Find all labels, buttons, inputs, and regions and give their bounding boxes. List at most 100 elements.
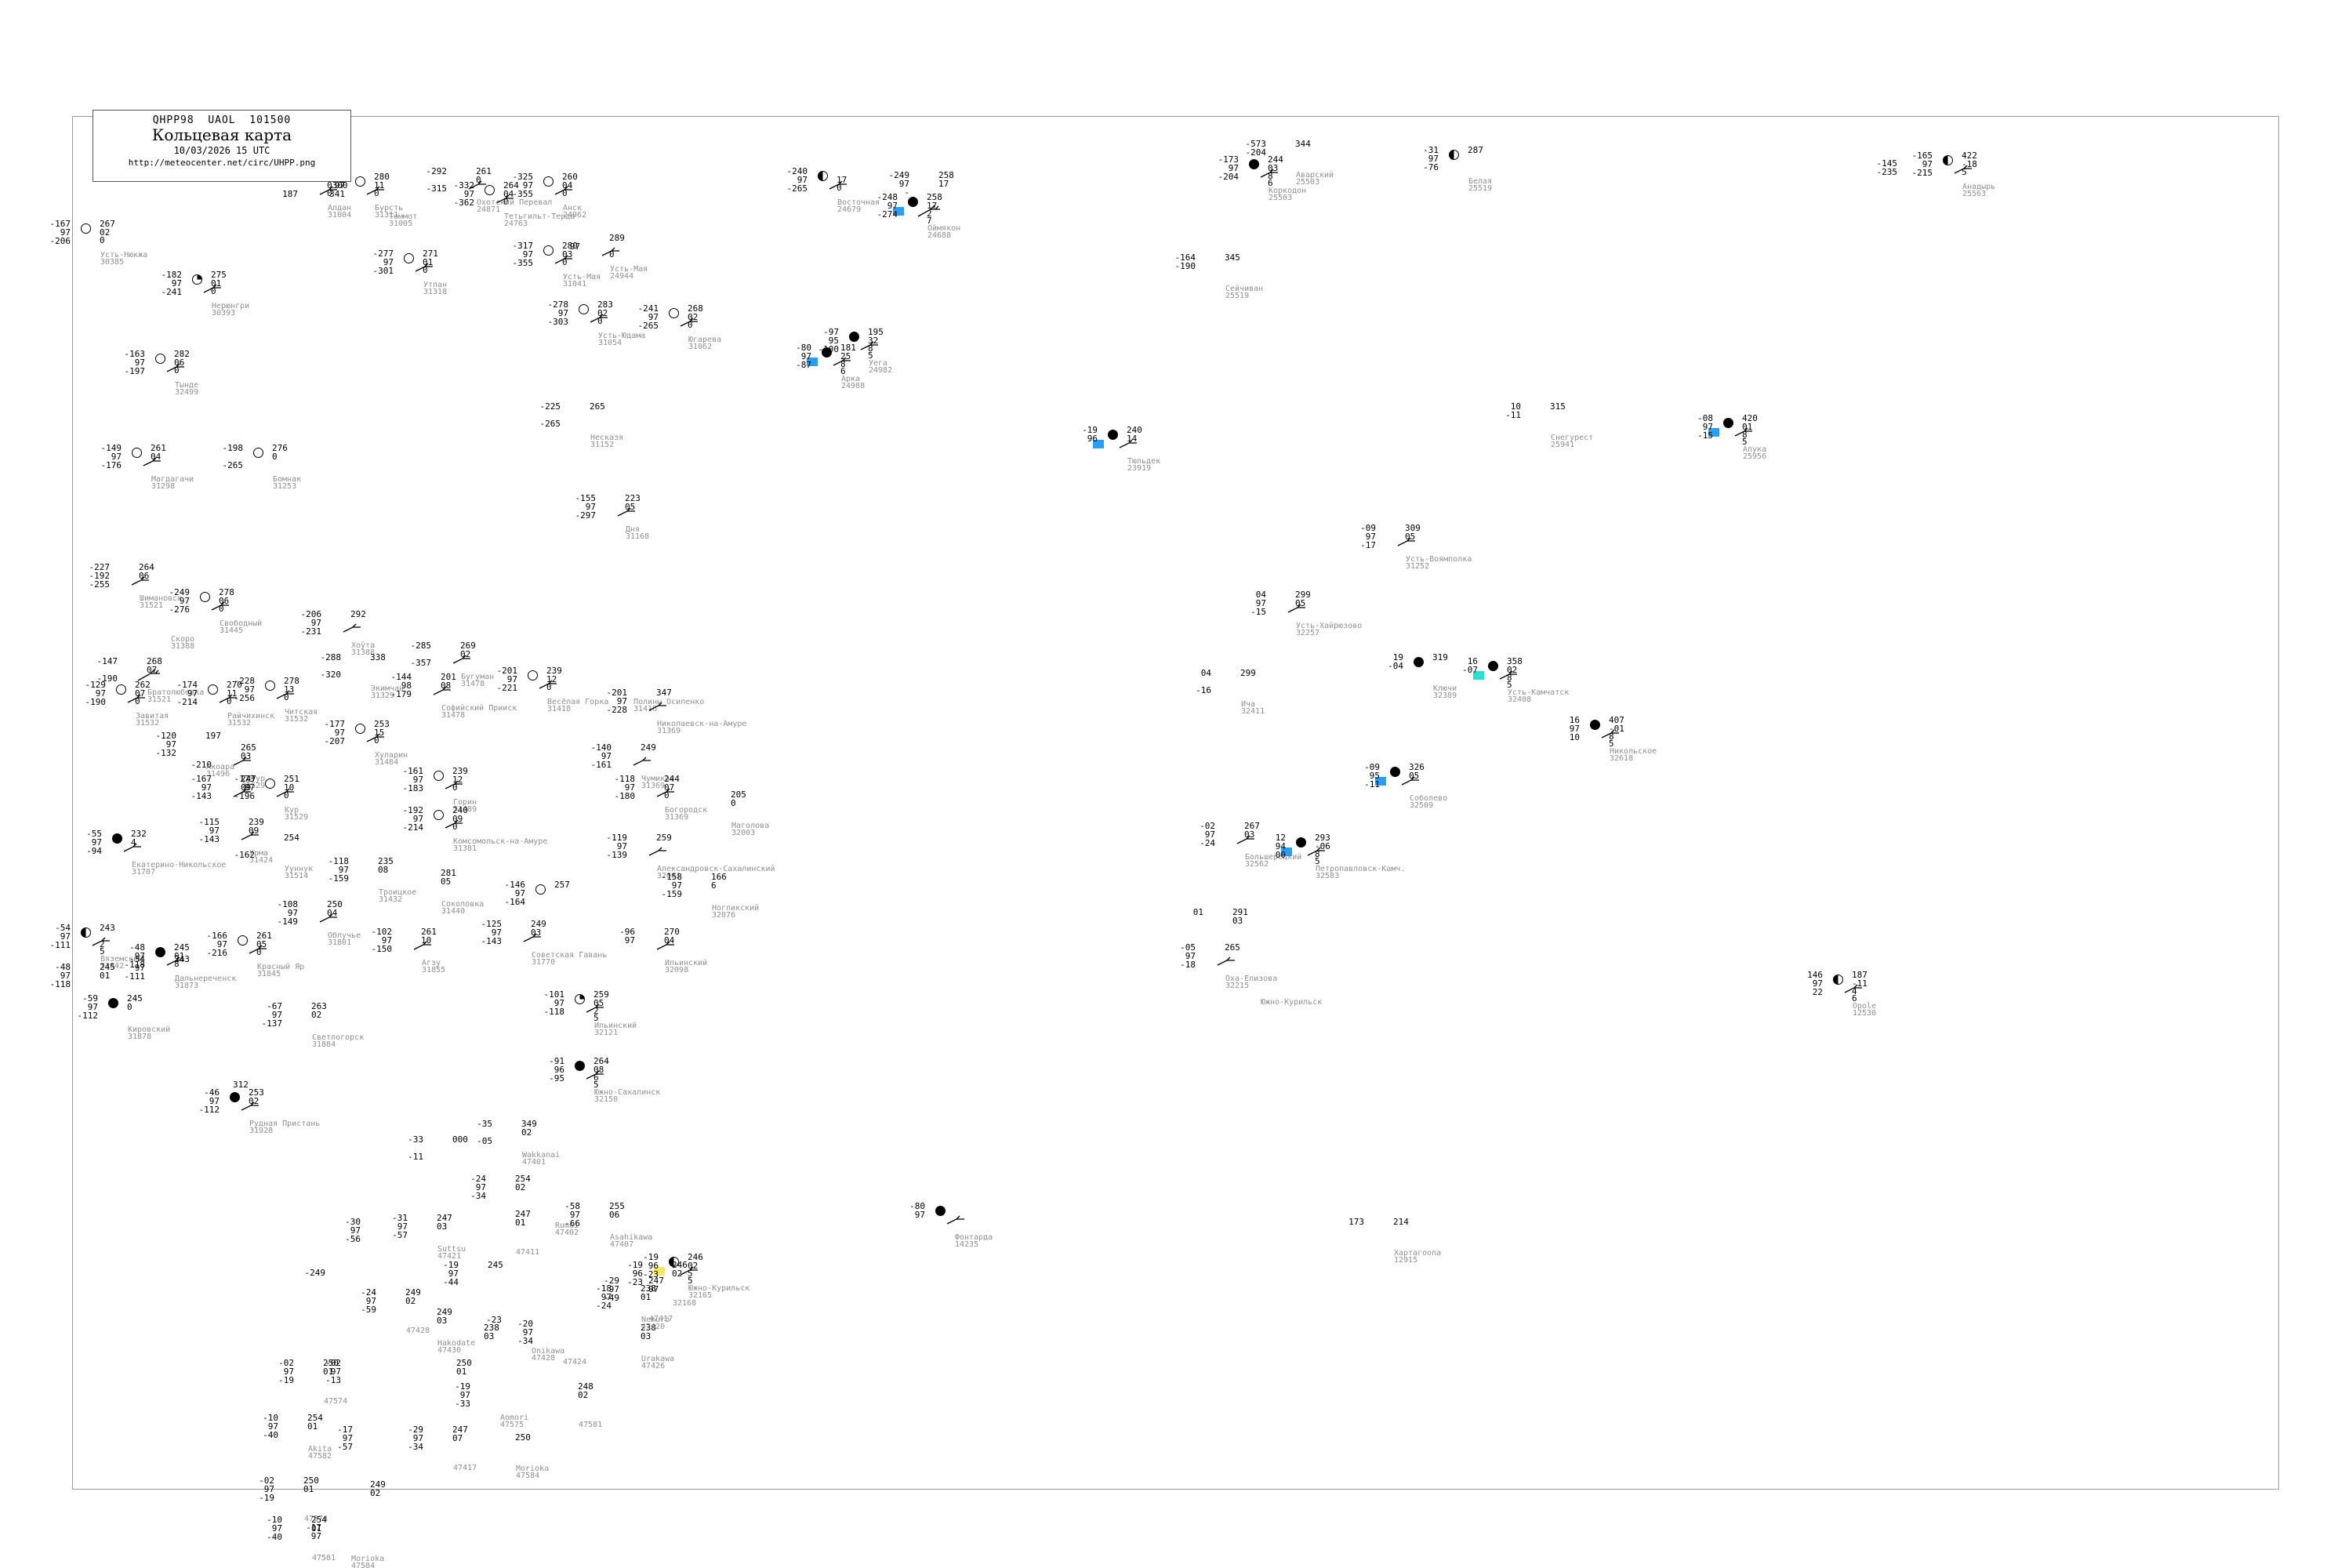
humidity-value: -204 [1245, 147, 1267, 158]
station-id: 47575 [500, 1421, 524, 1429]
pressure-value: 267 [1244, 821, 1260, 831]
dewpoint-value: 341 [329, 189, 345, 199]
dewpoint-value: -210 [191, 760, 212, 770]
visibility-value: 0 [452, 782, 458, 793]
humidity-value: 97 [171, 278, 182, 289]
station-id: 47424 [563, 1358, 587, 1367]
station-name: Бомнак [273, 475, 302, 484]
station-id: 25519 [1225, 292, 1250, 300]
station-name: Вяземский [100, 955, 143, 964]
temperature-value: -249 [169, 587, 191, 597]
humidity-value: 97 [585, 502, 596, 512]
pressure-value: 299 [1295, 590, 1311, 600]
pressure-value: 293 [1315, 833, 1330, 843]
temperature-value: -240 [786, 166, 808, 176]
dewpoint-value: -34 [517, 1336, 533, 1346]
humidity-value: 97 [624, 935, 635, 946]
temperature-value: 16 [1467, 656, 1478, 666]
station-name: Onikawa [532, 1347, 565, 1356]
visibility-value: 0 [452, 822, 458, 832]
dewpoint-value: -76 [1423, 162, 1439, 172]
temperature-value: -174 [176, 680, 198, 690]
pressure-value: 291 [1232, 907, 1248, 917]
temperature-value: -325 [512, 172, 534, 182]
pressure-value: 246 [688, 1252, 703, 1262]
temperature-value: 04 [1200, 668, 1211, 678]
station-id: 24688 [927, 231, 952, 240]
temperature-value: -19 [643, 1252, 659, 1262]
pressure-tendency: 06 [219, 596, 230, 606]
dewpoint-value: -17 [1360, 540, 1376, 550]
station-name: Экимчан [371, 684, 405, 693]
station-name: Богородск [665, 806, 708, 815]
station-id: 24679 [837, 205, 862, 214]
humidity-value: 97 [797, 175, 808, 185]
station-id: 12530 [1853, 1009, 1877, 1018]
temperature-value: -20 [517, 1319, 533, 1329]
cloud-cover-icon [238, 935, 248, 946]
station-id: 31388 [351, 648, 376, 657]
station-id: 25519 [1468, 184, 1493, 193]
cloud-cover-icon [1488, 661, 1498, 671]
station-name: Сейчиван [1225, 285, 1264, 293]
humidity-value: 96 [1087, 434, 1098, 444]
station-name: Фонтарда [955, 1233, 993, 1242]
humidity-value: 97 [201, 782, 212, 793]
cloud-cover-icon [1449, 150, 1459, 160]
humidity-value: 97 [60, 227, 71, 238]
cloud-code-value: 6 [1852, 993, 1857, 1004]
visibility-value: 0 [609, 249, 615, 260]
pressure-value: 278 [284, 676, 299, 686]
dewpoint-value: -362 [453, 198, 475, 208]
pressure-tendency: 06 [139, 571, 150, 581]
temperature-value: -129 [85, 680, 107, 690]
pressure-tendency: 01 [515, 1218, 526, 1228]
humidity-value: 97 [522, 249, 533, 260]
station-name: Morioka [351, 1555, 385, 1563]
dewpoint-value: -355 [512, 258, 534, 268]
station-name: Апука [1743, 445, 1767, 454]
dewpoint-value: -214 [402, 822, 424, 833]
pressure-value: 258 [927, 192, 942, 202]
temperature-value: -166 [206, 931, 228, 941]
cloud-cover-icon [543, 176, 554, 187]
humidity-value: 97 [475, 1182, 486, 1192]
pressure-tendency: 07 [135, 688, 146, 699]
dewpoint-value: -34 [470, 1191, 486, 1201]
dewpoint-value: -265 [222, 460, 244, 470]
cloud-cover-icon [192, 274, 202, 285]
pressure-tendency: 01 [423, 257, 434, 267]
pressure-value: 247 [437, 1213, 452, 1223]
temperature-value: -23 [486, 1315, 502, 1325]
pressure-tendency: 11 [227, 688, 238, 699]
station-name: Акоара [206, 763, 235, 771]
dewpoint-value: -215 [1911, 168, 1933, 178]
visibility-value: 0 [219, 604, 224, 614]
humidity-value: 97 [648, 312, 659, 322]
pressure-value: 264 [139, 562, 154, 572]
humidity-value: 97 [310, 618, 321, 628]
cloud-code-value: 5 [868, 350, 873, 361]
humidity-value: 97 [338, 865, 349, 875]
humidity-value: 97 [898, 179, 909, 189]
station-name: Белая [1468, 177, 1493, 186]
cloud-cover-icon [1296, 837, 1306, 848]
pressure-tendency: 0 [127, 1002, 132, 1012]
pressure-tendency: 02 [311, 1010, 322, 1020]
station-id: 32411 [1241, 707, 1265, 716]
station-id: 31532 [285, 715, 309, 724]
visibility-value: 0 [100, 235, 105, 245]
humidity-value: 97 [1569, 724, 1580, 734]
cloud-cover-icon [1723, 418, 1733, 428]
dewpoint-value: -255 [89, 579, 111, 590]
pressure-tendency: 05 [593, 998, 604, 1008]
temperature-value: -228 [234, 676, 256, 686]
pressure-tendency: 06 [609, 1210, 620, 1220]
station-id: 47582 [308, 1452, 332, 1461]
station-name: Ногликский [712, 904, 760, 913]
dewpoint-value: -95 [549, 1073, 564, 1083]
wmo-header: QHPP98 UAOL 101500 [152, 114, 292, 126]
pressure-tendency: 01 [641, 1292, 652, 1302]
pressure-value: 263 [311, 1001, 327, 1011]
station-name: Томмот [389, 212, 418, 221]
